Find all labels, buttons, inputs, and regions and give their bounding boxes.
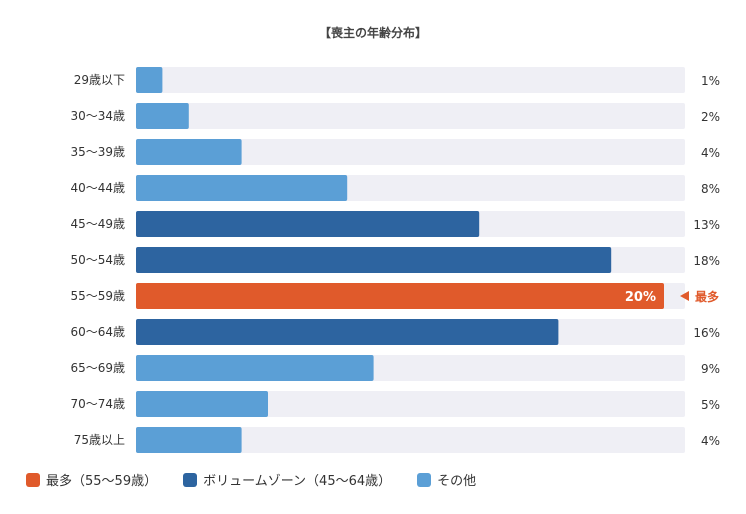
value-label: 13% <box>693 218 720 232</box>
bar-volume <box>136 319 559 345</box>
bar-track <box>136 139 685 165</box>
category-label: 65〜69歳 <box>70 361 125 375</box>
category-label: 29歳以下 <box>74 73 125 87</box>
value-label: 4% <box>701 146 720 160</box>
legend-label-other: その他 <box>437 474 477 489</box>
bar-track <box>136 103 685 129</box>
legend-item-volume: ボリュームゾーン（45〜64歳） <box>183 470 391 489</box>
legend-label-volume: ボリュームゾーン（45〜64歳） <box>203 474 392 489</box>
bar-track <box>136 391 685 417</box>
value-label: 9% <box>701 362 720 376</box>
bar-other <box>136 139 242 165</box>
bar-other <box>136 67 163 93</box>
category-label: 45〜49歳 <box>70 217 125 231</box>
bar-volume <box>136 247 612 273</box>
category-label: 70〜74歳 <box>70 397 125 411</box>
legend-swatch-other <box>417 472 432 487</box>
legend-item-max: 最多（55〜59歳） <box>26 470 157 489</box>
category-label: 30〜34歳 <box>70 109 125 123</box>
legend: 最多（55〜59歳） ボリュームゾーン（45〜64歳） その他 <box>26 470 502 489</box>
value-label: 8% <box>701 182 720 196</box>
legend-swatch-max <box>26 472 40 487</box>
max-marker-label: 最多 <box>695 289 719 304</box>
legend-swatch-volume <box>183 472 198 487</box>
value-label: 2% <box>701 110 720 124</box>
bar-other <box>136 175 348 201</box>
category-label: 55〜59歳 <box>70 289 125 303</box>
bar-track <box>136 427 685 453</box>
bar-track <box>136 67 685 93</box>
bar-other <box>136 391 268 417</box>
legend-label-max: 最多（55〜59歳） <box>46 474 158 489</box>
bar-volume <box>136 211 480 237</box>
bar-other <box>136 427 242 453</box>
value-label: 4% <box>701 434 720 448</box>
value-label: 18% <box>693 254 720 268</box>
bar-chart: 29歳以下 1% 30〜34歳 2% 35〜39歳 4% 40〜44歳 8% 45〜49歳 13%… <box>70 67 720 453</box>
category-label: 40〜44歳 <box>70 181 125 195</box>
bar-other <box>136 103 189 129</box>
value-label: 5% <box>701 398 720 412</box>
legend-item-other: その他 <box>417 470 476 489</box>
category-label: 35〜39歳 <box>70 145 125 159</box>
max-marker-arrow-icon <box>680 291 689 301</box>
value-label: 20% <box>625 290 656 305</box>
bar-other <box>136 355 374 381</box>
value-label: 16% <box>693 326 720 340</box>
category-label: 75歳以上 <box>74 433 125 447</box>
category-label: 60〜64歳 <box>70 325 125 339</box>
category-label: 50〜54歳 <box>70 253 125 267</box>
bar-max <box>136 283 664 309</box>
chart-title: 【喪主の年齢分布】 <box>318 26 427 40</box>
value-label: 1% <box>701 74 720 88</box>
